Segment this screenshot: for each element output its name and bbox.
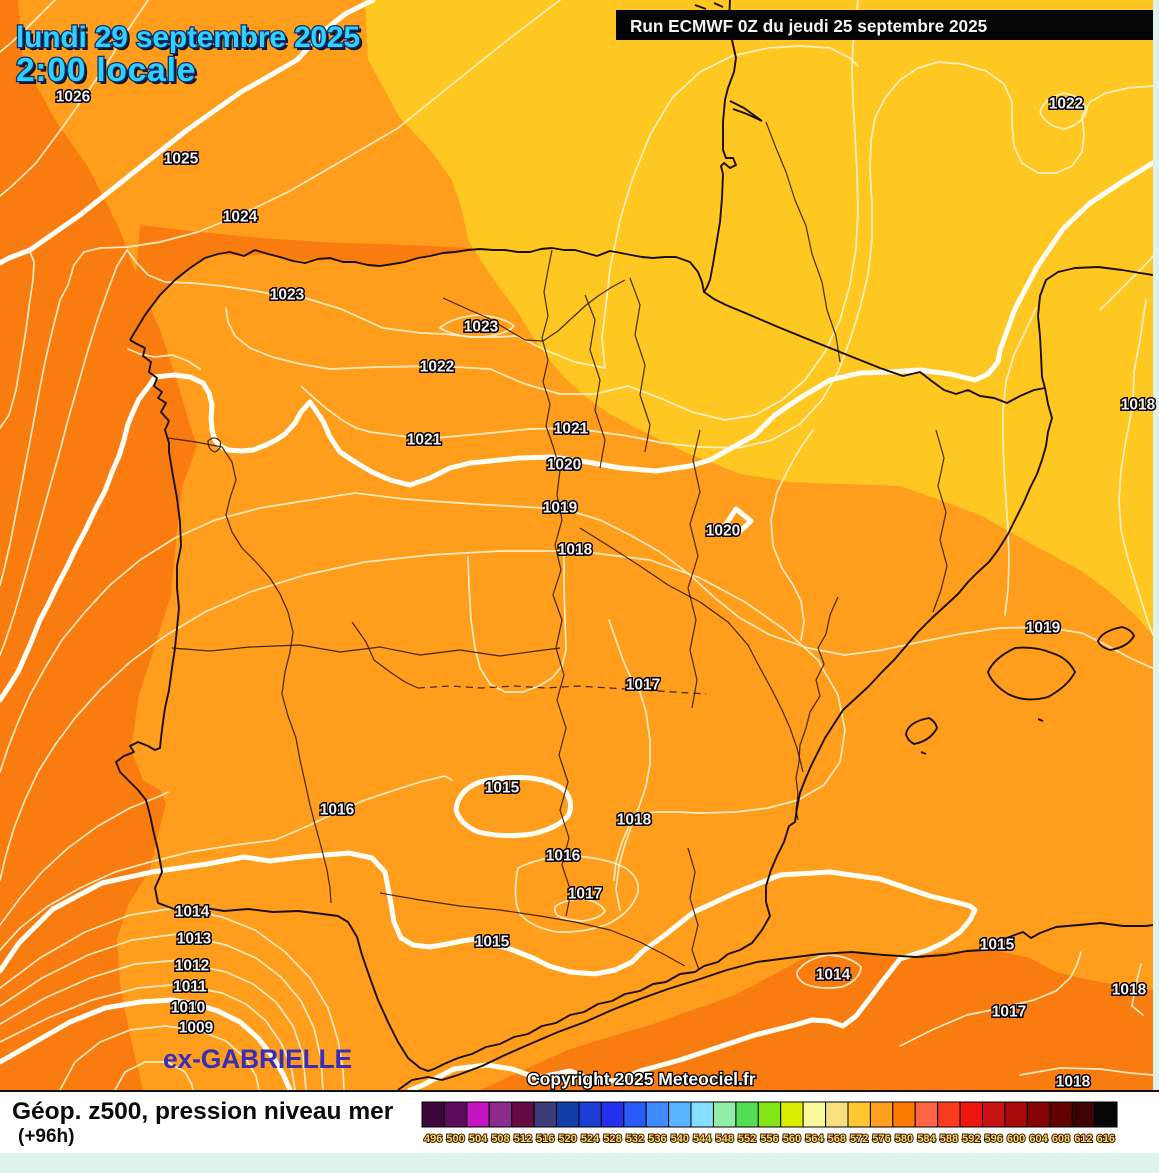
- svg-text:Copyright 2025 Meteociel.fr: Copyright 2025 Meteociel.fr: [527, 1069, 756, 1089]
- svg-text:504: 504: [469, 1133, 488, 1145]
- svg-text:604: 604: [1029, 1133, 1048, 1145]
- svg-text:524: 524: [581, 1133, 600, 1145]
- svg-text:1022: 1022: [420, 359, 454, 376]
- svg-text:1015: 1015: [980, 937, 1015, 954]
- svg-text:1021: 1021: [407, 432, 442, 449]
- svg-text:1010: 1010: [171, 1000, 205, 1017]
- svg-text:Run ECMWF 0Z du jeudi 25 septe: Run ECMWF 0Z du jeudi 25 septembre 2025: [630, 16, 988, 36]
- svg-text:1017: 1017: [626, 677, 660, 694]
- svg-text:1025: 1025: [164, 151, 199, 168]
- svg-text:548: 548: [716, 1133, 734, 1145]
- svg-text:1013: 1013: [177, 931, 212, 948]
- svg-text:1023: 1023: [270, 287, 305, 304]
- svg-text:2:00 locale: 2:00 locale: [19, 55, 199, 92]
- svg-text:1016: 1016: [320, 802, 355, 819]
- svg-text:1020: 1020: [547, 457, 581, 474]
- svg-text:lundi 29 septembre 2025: lundi 29 septembre 2025: [19, 24, 363, 57]
- svg-text:(+96h): (+96h): [18, 1126, 75, 1147]
- svg-text:1023: 1023: [464, 319, 499, 336]
- svg-text:616: 616: [1097, 1133, 1115, 1145]
- svg-text:lundi 29 septembre 2025: lundi 29 septembre 2025: [16, 21, 360, 54]
- svg-text:596: 596: [985, 1133, 1003, 1145]
- svg-text:ex-GABRIELLE: ex-GABRIELLE: [163, 1044, 352, 1074]
- svg-text:496: 496: [424, 1133, 442, 1145]
- svg-text:560: 560: [783, 1133, 801, 1145]
- svg-text:520: 520: [559, 1133, 577, 1145]
- svg-text:584: 584: [917, 1133, 936, 1145]
- svg-text:1021: 1021: [554, 421, 589, 438]
- svg-text:608: 608: [1052, 1133, 1070, 1145]
- svg-text:1017: 1017: [992, 1004, 1026, 1021]
- svg-text:528: 528: [603, 1133, 621, 1145]
- svg-text:516: 516: [536, 1133, 554, 1145]
- svg-text:544: 544: [693, 1133, 712, 1145]
- svg-text:1026: 1026: [56, 89, 91, 106]
- svg-text:580: 580: [895, 1133, 913, 1145]
- svg-text:1019: 1019: [1026, 620, 1061, 637]
- svg-text:1009: 1009: [179, 1020, 214, 1037]
- svg-text:564: 564: [805, 1133, 824, 1145]
- svg-text:2:00 locale: 2:00 locale: [16, 52, 196, 89]
- svg-text:568: 568: [828, 1133, 846, 1145]
- svg-text:552: 552: [738, 1133, 756, 1145]
- svg-text:1018: 1018: [617, 812, 652, 829]
- svg-text:1017: 1017: [568, 886, 602, 903]
- svg-text:Géop. z500, pression niveau me: Géop. z500, pression niveau mer: [12, 1098, 394, 1125]
- svg-text:532: 532: [626, 1133, 644, 1145]
- svg-text:508: 508: [491, 1133, 509, 1145]
- svg-text:1022: 1022: [1049, 96, 1083, 113]
- svg-text:1018: 1018: [1056, 1074, 1091, 1091]
- svg-text:612: 612: [1074, 1133, 1092, 1145]
- svg-text:1018: 1018: [1112, 982, 1147, 999]
- svg-text:1014: 1014: [816, 967, 851, 984]
- svg-text:536: 536: [648, 1133, 666, 1145]
- svg-text:1015: 1015: [475, 934, 510, 951]
- svg-text:1015: 1015: [485, 780, 520, 797]
- svg-text:1016: 1016: [546, 848, 581, 865]
- svg-text:572: 572: [850, 1133, 868, 1145]
- svg-text:1018: 1018: [1121, 397, 1156, 414]
- svg-text:600: 600: [1007, 1133, 1025, 1145]
- svg-text:1012: 1012: [175, 958, 209, 975]
- svg-text:1019: 1019: [543, 500, 578, 517]
- svg-text:512: 512: [514, 1133, 532, 1145]
- svg-text:1020: 1020: [706, 523, 740, 540]
- svg-text:1011: 1011: [173, 979, 207, 996]
- svg-text:500: 500: [446, 1133, 464, 1145]
- svg-text:588: 588: [940, 1133, 958, 1145]
- svg-text:1024: 1024: [223, 209, 258, 226]
- svg-text:576: 576: [872, 1133, 890, 1145]
- svg-text:540: 540: [671, 1133, 689, 1145]
- svg-text:1018: 1018: [558, 542, 593, 559]
- svg-text:1014: 1014: [175, 904, 210, 921]
- svg-text:592: 592: [962, 1133, 980, 1145]
- svg-text:556: 556: [760, 1133, 778, 1145]
